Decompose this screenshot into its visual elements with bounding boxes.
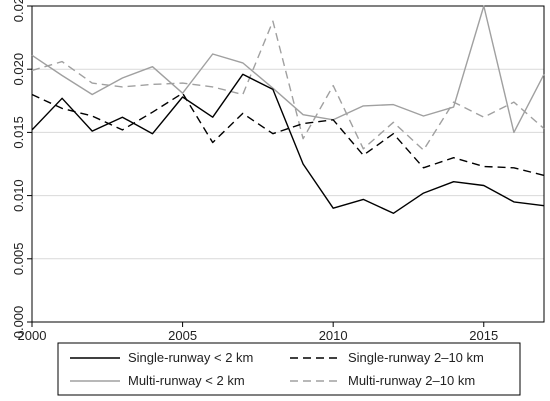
legend-label: Multi-runway < 2 km (128, 373, 245, 388)
x-tick-label: 2000 (18, 328, 47, 343)
series-line (31, 20, 545, 151)
legend-label: Single-runway < 2 km (128, 350, 253, 365)
legend: Single-runway < 2 km Single-runway 2–10 k… (57, 342, 521, 396)
x-tick-label: 2015 (469, 328, 498, 343)
legend-box (57, 342, 521, 396)
y-tick-label: 0.010 (11, 179, 26, 212)
series-line (31, 73, 545, 215)
legend-label: Multi-runway 2–10 km (348, 373, 475, 388)
x-tick-label: 2010 (319, 328, 348, 343)
series-lines (31, 5, 545, 215)
y-axis: 0.000 0.005 0.010 0.015 0.020 0.025 (11, 0, 32, 338)
gridlines (32, 5, 544, 323)
y-tick-label: 0.000 (11, 306, 26, 339)
series-line (31, 92, 545, 177)
y-tick-label: 0.020 (11, 53, 26, 86)
y-tick-label: 0.025 (11, 0, 26, 22)
y-tick-label: 0.005 (11, 243, 26, 276)
x-tick-label: 2005 (168, 328, 197, 343)
y-tick-label: 0.015 (11, 116, 26, 149)
x-axis: 2000 2005 2010 2015 (18, 322, 498, 343)
legend-label: Single-runway 2–10 km (348, 350, 484, 365)
plot-area (31, 5, 545, 323)
series-line (31, 5, 545, 134)
